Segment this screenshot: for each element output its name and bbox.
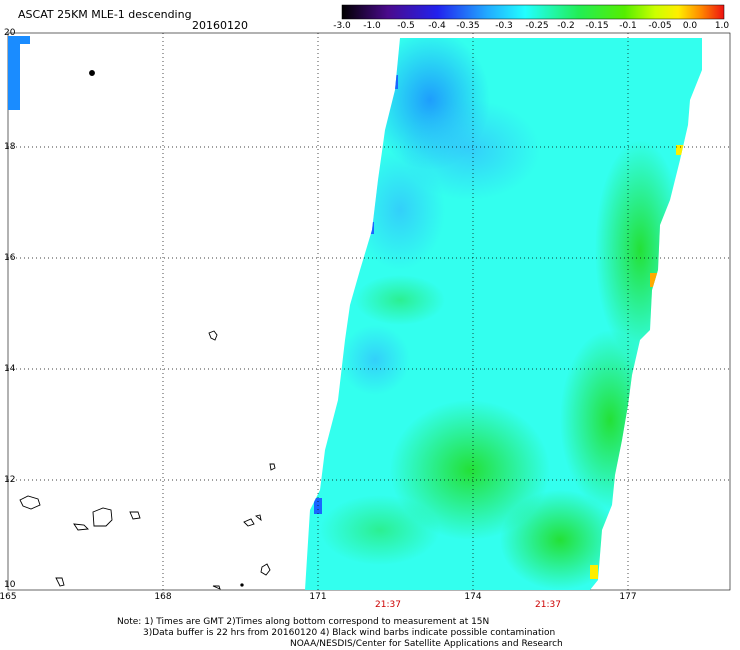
footer-note-1: Note: 1) Times are GMT 2)Times along bot… — [117, 617, 490, 627]
colorbar-tick-label: 0.0 — [682, 21, 698, 31]
x-tick-label: 177 — [619, 592, 637, 602]
colorbar-tick-label: -1.0 — [363, 21, 381, 31]
colorbar-tick-label: -0.4 — [428, 21, 446, 31]
y-tick-label: 12 — [4, 475, 16, 485]
x-tick-label: 168 — [154, 592, 172, 602]
colorbar-tick-label: 1.0 — [714, 21, 730, 31]
colorbar-tick-label: -0.15 — [585, 21, 609, 31]
map-date: 20160120 — [192, 19, 248, 32]
colorbar-tick-label: -0.2 — [557, 21, 575, 31]
colorbar-tick-label: -0.25 — [525, 21, 549, 31]
colorbar — [341, 4, 725, 20]
x-tick-label: 174 — [464, 592, 482, 602]
footer-note-2: 3)Data buffer is 22 hrs from 20160120 4)… — [143, 628, 556, 638]
y-tick-label: 10 — [4, 580, 16, 590]
data-strip — [8, 36, 30, 44]
y-tick-label: 18 — [4, 142, 16, 152]
swath-time-1: 21:37 — [375, 600, 401, 610]
data-swath — [305, 38, 702, 590]
y-tick-label: 14 — [4, 364, 16, 374]
colorbar-tick-label: -0.3 — [495, 21, 513, 31]
x-tick-label: 171 — [309, 592, 327, 602]
colorbar-tick-label: -0.5 — [397, 21, 415, 31]
map-title: ASCAT 25KM MLE-1 descending — [18, 8, 192, 21]
colorbar-tick-label: -0.35 — [456, 21, 480, 31]
swath-time-2: 21:37 — [535, 600, 561, 610]
colorbar-tick-label: -0.05 — [648, 21, 672, 31]
y-tick-label: 20 — [4, 28, 16, 38]
grid — [8, 33, 730, 590]
island-outlines — [19, 70, 276, 590]
colorbar-tick-label: -0.1 — [619, 21, 637, 31]
x-tick-label: 165 — [0, 592, 17, 602]
y-tick-label: 16 — [4, 253, 16, 263]
colorbar-tick-label: -3.0 — [333, 21, 351, 31]
footer-note-3: NOAA/NESDIS/Center for Satellite Applica… — [290, 639, 563, 649]
